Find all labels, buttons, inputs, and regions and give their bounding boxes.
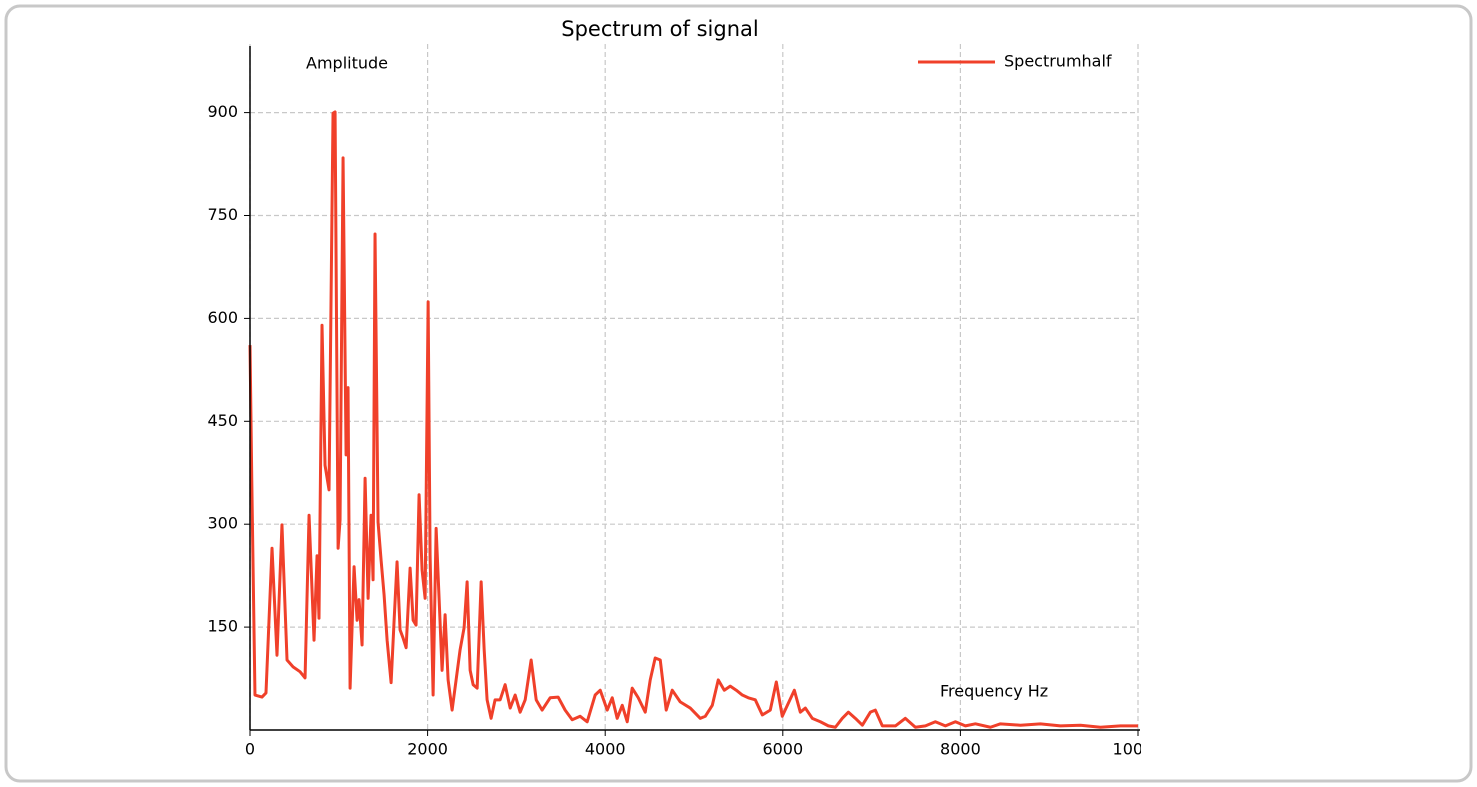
y-axis-label: Amplitude (306, 54, 388, 73)
y-tick-label: 600 (207, 308, 238, 327)
y-tick-label: 900 (207, 102, 238, 121)
y-tick-label: 150 (207, 617, 238, 636)
x-tick-label: 0 (245, 740, 255, 759)
x-tick-label: 10000 (1113, 740, 1164, 759)
x-tick-label: 8000 (940, 740, 981, 759)
legend-label: Spectrumhalf (1004, 52, 1112, 71)
x-tick-label: 6000 (762, 740, 803, 759)
y-tick-label: 750 (207, 205, 238, 224)
y-tick-label: 450 (207, 411, 238, 430)
chart-title: Spectrum of signal (561, 17, 758, 41)
x-axis-label: Frequency Hz (940, 682, 1048, 701)
y-tick-label: 300 (207, 514, 238, 533)
x-tick-label: 2000 (407, 740, 448, 759)
line (248, 110, 1138, 729)
x-tick-label: 4000 (585, 740, 626, 759)
frame (4, 4, 1473, 783)
